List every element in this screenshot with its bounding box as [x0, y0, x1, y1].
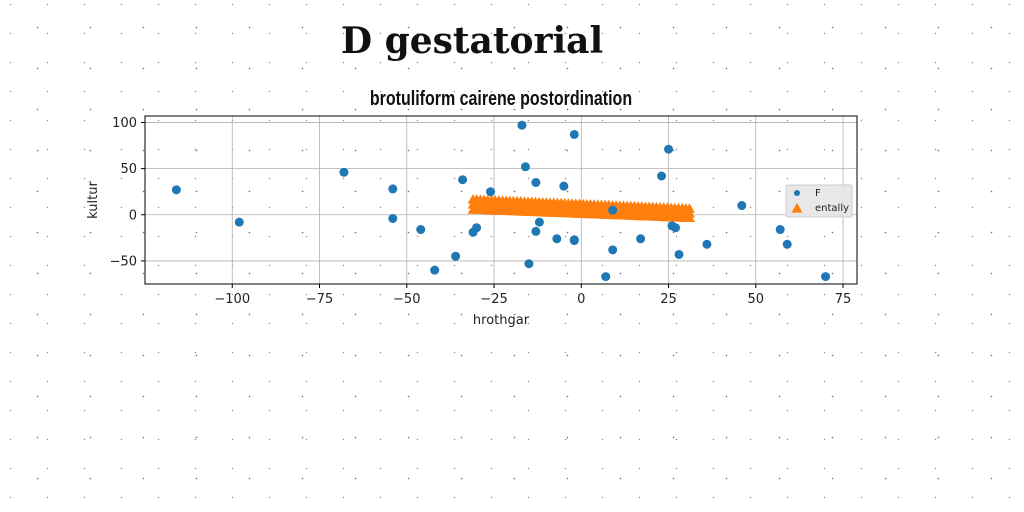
y-tick-label: −50 — [110, 254, 137, 269]
scatter-point-f — [486, 187, 496, 197]
scatter-point-f — [737, 201, 747, 211]
scatter-point-f — [531, 177, 541, 187]
scatter-point-f — [531, 226, 541, 236]
scatter-point-f — [458, 175, 468, 185]
y-tick-label: 50 — [120, 162, 137, 177]
scatter-point-f — [601, 272, 611, 282]
scatter-point-f — [569, 129, 579, 139]
scatter-point-f — [388, 184, 398, 194]
legend-label-f: F — [815, 188, 821, 199]
x-tick-label: −25 — [480, 292, 507, 307]
x-tick-label: 0 — [577, 292, 585, 307]
x-tick-label: 75 — [835, 292, 852, 307]
legend-marker-f — [794, 190, 800, 196]
scatter-point-f — [569, 236, 579, 246]
x-tick-label: −50 — [393, 292, 420, 307]
x-axis-ticks: −100 −75 −50 −25 0 25 50 75 — [214, 284, 851, 307]
legend-label-entally: entally — [815, 203, 849, 214]
scatter-point-f — [234, 217, 244, 227]
chart-title: brotuliform cairene postordination — [369, 88, 633, 110]
scatter-point-f — [674, 249, 684, 259]
x-axis-label: hrothgar — [473, 313, 530, 328]
legend: F entally — [785, 184, 853, 218]
data-points — [171, 120, 831, 282]
scatter-point-f — [339, 167, 349, 177]
scatter-point-f — [821, 272, 831, 282]
scatter-point-f — [664, 144, 674, 154]
y-axis-ticks: −50 0 50 100 — [110, 116, 145, 269]
x-tick-label: −75 — [306, 292, 333, 307]
scatter-point-f — [608, 245, 618, 255]
grid — [145, 116, 857, 284]
scatter-point-f — [388, 213, 398, 223]
scatter-point-f — [608, 205, 618, 215]
x-tick-label: 25 — [660, 292, 677, 307]
scatter-point-f — [524, 259, 534, 269]
y-tick-label: 0 — [129, 208, 137, 223]
scatter-point-f — [517, 120, 527, 130]
scatter-point-f — [472, 223, 482, 233]
scatter-point-f — [171, 185, 181, 195]
scatter-point-f — [520, 162, 530, 172]
x-tick-label: −100 — [214, 292, 250, 307]
y-tick-label: 100 — [112, 116, 137, 131]
scatter-point-f — [416, 225, 426, 235]
legend-marker-entally — [791, 203, 803, 213]
scatter-point-f — [552, 234, 562, 244]
legend-box — [785, 184, 853, 218]
scatter-point-f — [636, 234, 646, 244]
scatter-point-f — [775, 225, 785, 235]
scatter-point-f — [534, 217, 544, 227]
scatter-point-f — [451, 251, 461, 261]
page-title: D gestatorial — [340, 20, 604, 62]
scatter-point-entally — [683, 203, 695, 213]
scatter-point-f — [430, 265, 440, 275]
scatter-point-f — [671, 223, 681, 233]
x-tick-label: 50 — [748, 292, 765, 307]
scatter-point-f — [559, 181, 569, 191]
scatter-point-f — [702, 239, 712, 249]
plot-area — [144, 115, 858, 285]
scatter-point-f — [657, 171, 667, 181]
scatter-point-f — [782, 239, 792, 249]
y-axis-label: kultur — [86, 181, 101, 219]
